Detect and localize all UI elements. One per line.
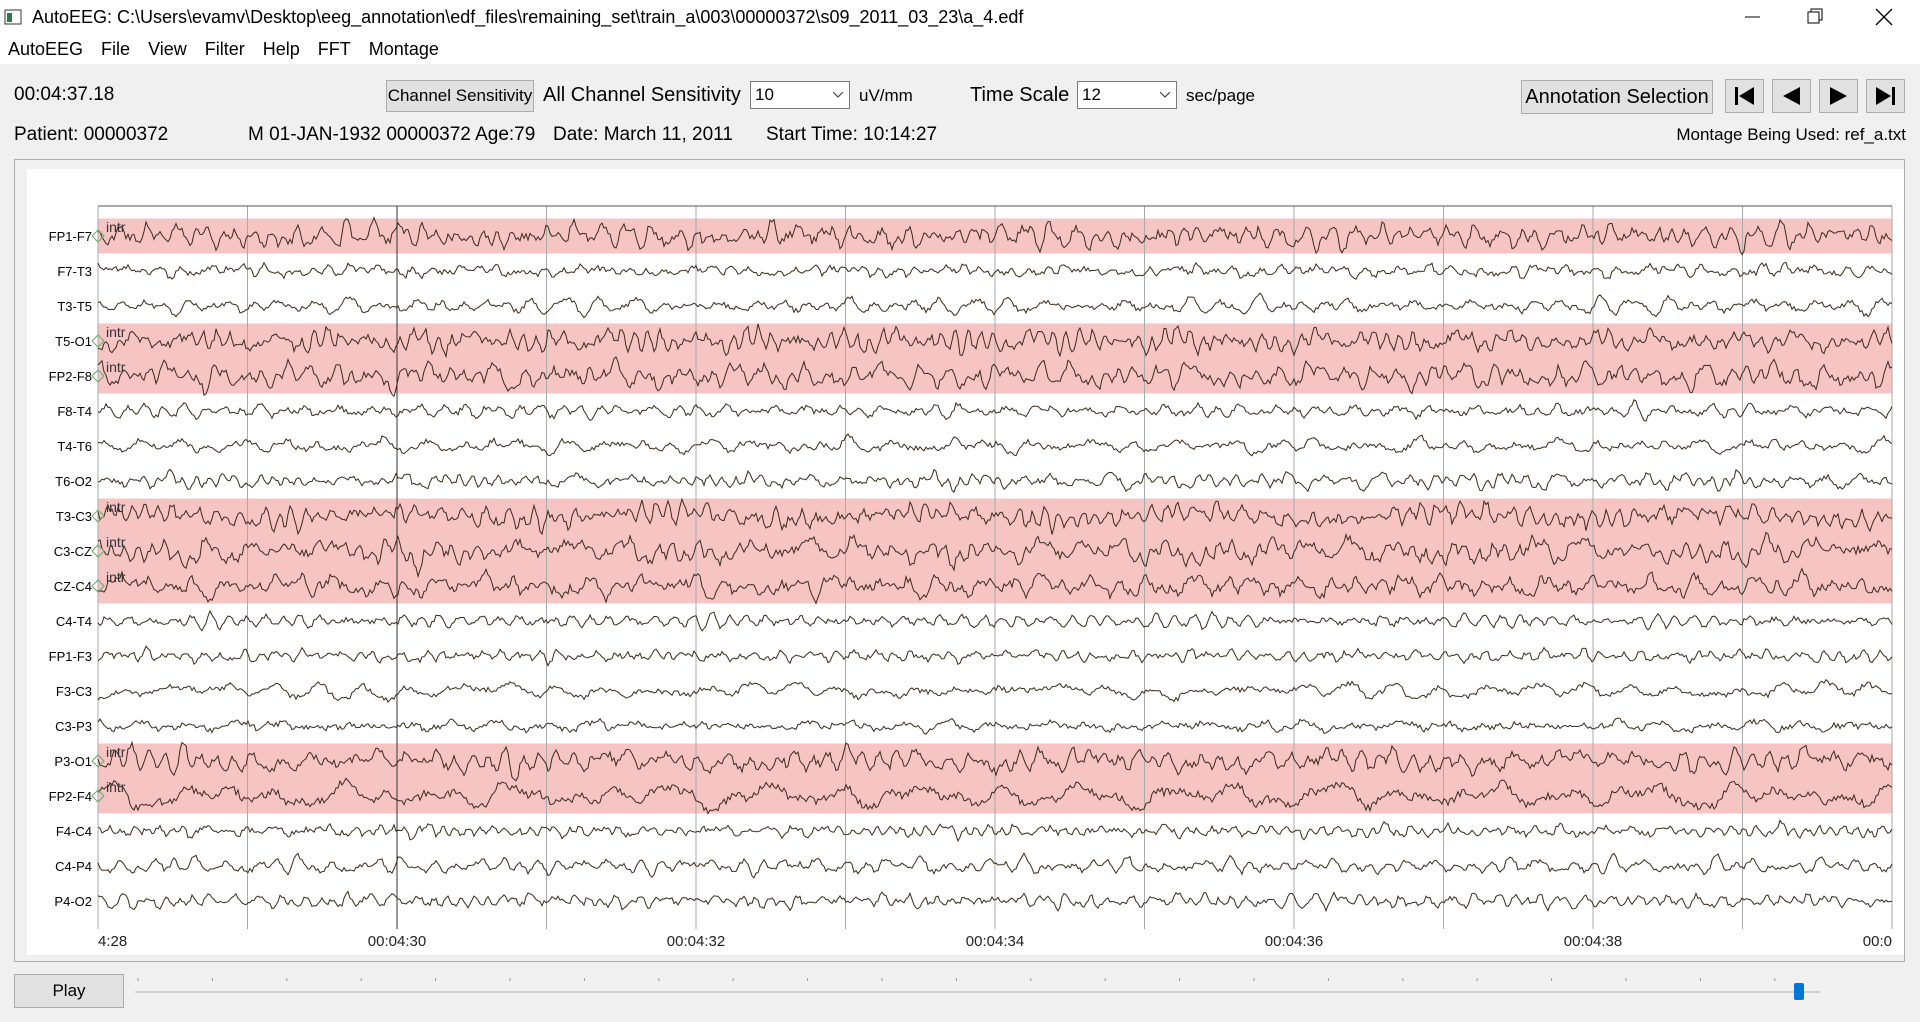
annotation-marker [91,229,105,243]
channel-label: C3-CZ [54,544,92,559]
annotation-label: intr [106,499,126,515]
annotation-marker [91,544,105,558]
window-controls[interactable] [1730,0,1920,34]
eeg-trace [97,777,1893,815]
menu-item[interactable]: Filter [204,39,245,59]
time-scale-unit: sec/page [1186,86,1255,105]
annotation-selection-button[interactable]: Annotation Selection [1521,80,1713,114]
eeg-trace [97,323,1893,359]
annotation-label: intr [106,744,126,760]
annotation-marker [91,579,105,593]
channel-label: T6-O2 [55,474,92,489]
time-slider[interactable] [130,975,1830,1005]
sensitivity-combo[interactable]: 10 [750,81,850,109]
channel-sensitivity-button[interactable]: Channel Sensitivity [386,80,534,112]
channel-label: F3-C3 [56,684,92,699]
patient-id: Patient: 00000372 [14,124,169,145]
channel-label: FP1-F3 [49,649,92,664]
eeg-trace [97,468,1893,494]
channel-label: FP2-F8 [49,369,92,384]
navigation-buttons[interactable] [1725,79,1905,113]
menu-item[interactable]: AutoEEG [8,39,84,59]
recording-date: Date: March 11, 2011 [553,124,733,145]
time-label: 00:04:34 [966,933,1024,950]
eeg-trace [97,356,1893,398]
eeg-trace [97,399,1893,422]
sensitivity-unit: uV/mm [859,86,913,105]
eeg-plot: FP1-F7 intr F7-T3 T3-T5 T5-O1 intr FP2-F8 intr F… [14,159,1905,962]
eeg-trace [97,433,1893,457]
channel-label: CZ-C4 [54,579,92,594]
eeg-trace [97,890,1893,913]
channel-label: T3-C3 [56,509,92,524]
time-label: 00:04:30 [368,933,426,950]
time-scale-label: Time Scale [970,84,1070,106]
eeg-trace [97,609,1893,632]
sensitivity-value: 10 [755,85,774,104]
time-scale-value: 12 [1082,85,1101,104]
channel-label: C4-T4 [56,614,92,629]
annotation-label: intr [106,569,126,585]
channel-label: C3-P3 [55,719,92,734]
channel-label: FP1-F7 [49,229,92,244]
menu-item[interactable]: View [148,39,187,59]
channel-label: FP2-F4 [49,789,92,804]
channel-label: P4-O2 [54,894,92,909]
annotation-marker [91,754,105,768]
eeg-trace [97,819,1893,843]
channel-label: T5-O1 [55,334,92,349]
annotation-marker [91,789,105,803]
channel-label: T3-T5 [57,299,92,314]
demographics: M 01-JAN-1932 00000372 Age:79 [248,124,536,145]
channel-label: C4-P4 [55,859,92,874]
montage-info: Montage Being Used: ref_a.txt [1676,125,1906,144]
channel-label: T4-T6 [57,439,92,454]
menu-item[interactable]: File [101,39,131,59]
eeg-trace [97,717,1893,735]
eeg-trace [97,852,1893,879]
eeg-trace [97,645,1893,667]
eeg-trace [97,292,1893,319]
menu-item[interactable]: Montage [368,39,439,59]
menu-item[interactable]: Help [262,39,300,59]
annotation-marker [91,334,105,348]
channel-label: P3-O1 [54,754,92,769]
channel-label: F4-C4 [56,824,92,839]
current-time: 00:04:37.18 [14,84,115,105]
play-button[interactable]: Play [14,974,124,1008]
annotation-marker [91,509,105,523]
channel-label: F7-T3 [57,264,92,279]
eeg-trace [97,261,1893,280]
annotation-label: intr [106,219,126,235]
title-bar: AutoEEG: C:\Users\evamv\Desktop\eeg_anno… [0,0,1920,34]
menu-bar: AutoEEG File View Filter Help FFT Montage [0,34,1920,64]
eeg-trace [97,497,1893,536]
annotation-label: intr [106,534,126,550]
window-title: AutoEEG: C:\Users\evamv\Desktop\eeg_anno… [32,7,1024,27]
sensitivity-label: All Channel Sensitivity [543,84,741,106]
annotation-marker [91,369,105,383]
channel-label: F8-T4 [57,404,92,419]
annotation-label: intr [106,779,126,795]
eeg-trace [97,678,1893,703]
annotation-label: intr [106,324,126,340]
time-label: 00:04:38 [1564,933,1622,950]
eeg-trace [97,216,1893,256]
eeg-trace [97,531,1893,579]
menu-item[interactable]: FFT [317,39,351,59]
eeg-trace [97,740,1893,782]
time-scale-combo[interactable]: 12 [1077,81,1177,109]
time-label: 00:0 [1863,933,1892,950]
annotation-label: intr [106,359,126,375]
time-label: 00:04:32 [667,933,725,950]
eeg-trace [97,567,1893,605]
time-label: 00:04:36 [1265,933,1323,950]
start-time: Start Time: 10:14:27 [766,124,938,145]
app-icon [4,9,22,25]
time-label: 4:28 [98,933,127,950]
